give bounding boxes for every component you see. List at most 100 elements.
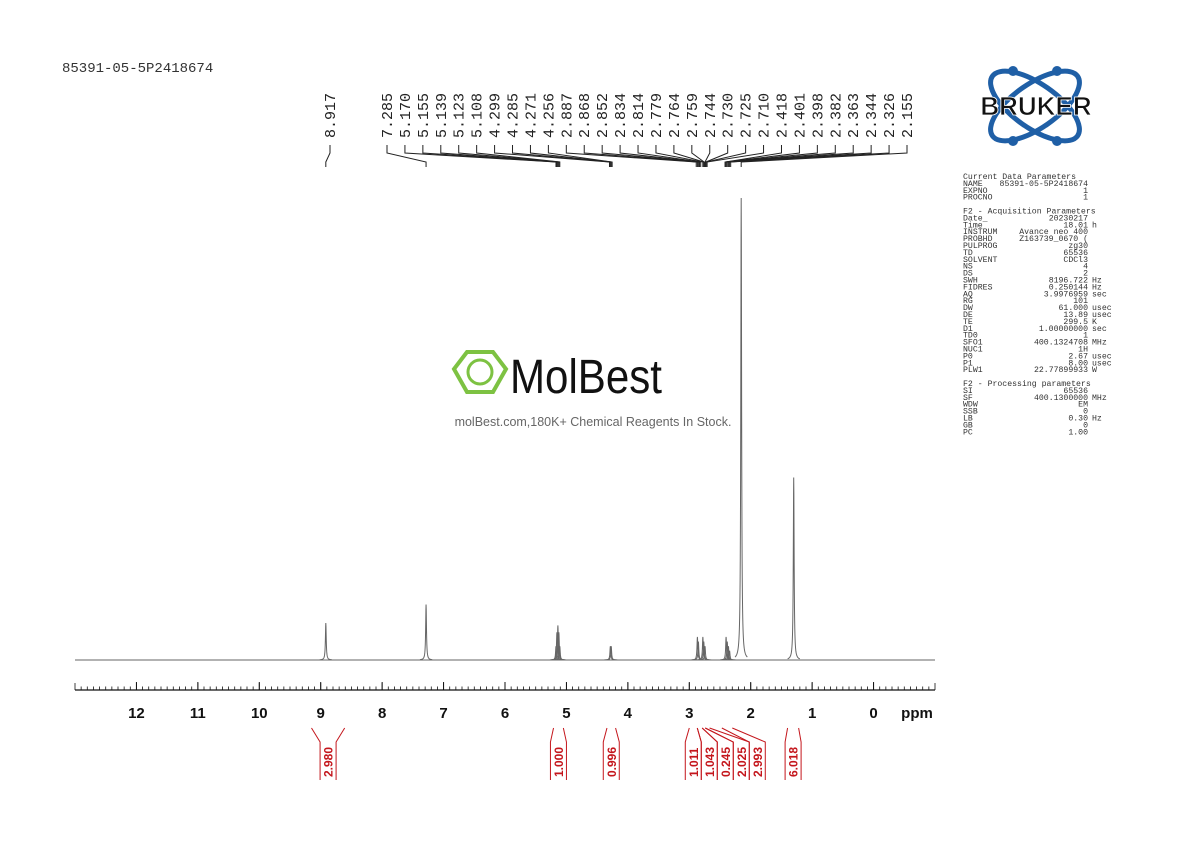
peak-connector bbox=[512, 145, 611, 167]
peak-connector bbox=[404, 145, 557, 167]
watermark-logo bbox=[451, 350, 509, 394]
peak-connector bbox=[386, 145, 427, 167]
param-unit: usec bbox=[1092, 359, 1112, 368]
integral-bracket bbox=[784, 727, 802, 780]
peak-label: 2.401 bbox=[792, 93, 809, 138]
peak-connector bbox=[529, 145, 612, 167]
integral-label: 1.011 bbox=[687, 747, 701, 777]
param-section-title: F2 - Processing parameters bbox=[963, 379, 1091, 389]
peak-label: 2.764 bbox=[667, 93, 684, 138]
peak-connector bbox=[422, 145, 558, 167]
param-key: LB bbox=[963, 415, 973, 424]
param-key: AQ bbox=[963, 290, 973, 299]
peak-label: 5.108 bbox=[470, 93, 487, 138]
param-unit: h bbox=[1092, 220, 1097, 230]
param-key: SSB bbox=[963, 408, 978, 417]
integral-label: 2.993 bbox=[751, 747, 765, 777]
signal-peak bbox=[734, 197, 748, 658]
watermark: MolBest molBest.com,180K+ Chemical Reage… bbox=[451, 350, 732, 429]
param-key: RG bbox=[963, 297, 973, 306]
param-value: 0.250144 bbox=[1049, 283, 1088, 292]
peak-label: 2.710 bbox=[757, 93, 774, 138]
x-tick-label: 1 bbox=[808, 705, 816, 722]
peak-label: 2.398 bbox=[810, 93, 827, 138]
param-value: 1.00 bbox=[1068, 428, 1088, 437]
signal-peak bbox=[787, 477, 801, 660]
param-key: NAME bbox=[963, 180, 983, 189]
peak-label: 2.382 bbox=[828, 93, 845, 138]
signal-peak bbox=[723, 650, 736, 661]
peak-connector bbox=[724, 145, 782, 167]
integral-bracket bbox=[311, 727, 346, 780]
peak-connector bbox=[440, 145, 559, 167]
param-value: 18.01 bbox=[1063, 221, 1088, 230]
param-value: 3.9976959 bbox=[1044, 290, 1088, 299]
peak-connector bbox=[476, 145, 561, 167]
param-value: 8196.722 bbox=[1049, 277, 1088, 286]
param-key: DS bbox=[963, 270, 973, 279]
sample-title: 85391-05-5P2418674 bbox=[62, 61, 213, 77]
param-value: 13.89 bbox=[1063, 311, 1088, 320]
peak-label: 5.139 bbox=[434, 93, 451, 138]
param-key: PULPROG bbox=[963, 242, 997, 251]
param-key: TD bbox=[963, 249, 973, 258]
param-value: zg30 bbox=[1068, 242, 1088, 251]
param-section-title: F2 - Acquisition Parameters bbox=[963, 207, 1096, 217]
integral-label: 1.043 bbox=[703, 747, 717, 777]
param-value: 1.00000000 bbox=[1039, 325, 1088, 334]
param-key: TD0 bbox=[963, 332, 978, 341]
peak-label: 4.271 bbox=[523, 93, 540, 138]
x-tick-label: 5 bbox=[562, 705, 570, 722]
param-value: 20230217 bbox=[1049, 214, 1088, 223]
peak-label: 2.868 bbox=[577, 93, 594, 138]
x-tick-label: 9 bbox=[317, 705, 325, 722]
x-tick-label: 0 bbox=[869, 705, 877, 722]
param-unit: sec bbox=[1092, 325, 1107, 334]
peak-label: 4.299 bbox=[488, 93, 505, 138]
param-value: 65536 bbox=[1063, 249, 1088, 258]
peak-label: 8.917 bbox=[323, 93, 340, 138]
param-value: 101 bbox=[1073, 297, 1088, 306]
param-key: D1 bbox=[963, 325, 973, 334]
param-key: PROCNO bbox=[963, 194, 993, 203]
peak-connector bbox=[727, 145, 854, 167]
peak-connector bbox=[705, 145, 747, 167]
signal-peak bbox=[698, 646, 712, 661]
peak-connector bbox=[494, 145, 610, 167]
param-key: INSTRUM bbox=[963, 228, 997, 237]
param-key: WDW bbox=[963, 401, 978, 410]
param-value: 1H bbox=[1078, 346, 1088, 355]
bruker-logo: BRUKER bbox=[980, 66, 1092, 146]
param-key: SFO1 bbox=[963, 339, 983, 348]
peak-label: 2.779 bbox=[649, 93, 666, 138]
peak-label: 2.326 bbox=[882, 93, 899, 138]
watermark-logo-ring bbox=[466, 358, 494, 386]
peak-connector bbox=[725, 145, 818, 167]
peak-connector bbox=[619, 145, 700, 167]
peak-connector bbox=[565, 145, 697, 167]
param-value: 4 bbox=[1083, 263, 1088, 272]
x-tick-label: 10 bbox=[251, 705, 268, 722]
peak-connector bbox=[637, 145, 702, 167]
x-tick-label: 4 bbox=[624, 705, 633, 722]
param-unit: Hz bbox=[1092, 277, 1102, 286]
peak-connector bbox=[583, 145, 698, 167]
param-key: SOLVENT bbox=[963, 256, 997, 265]
peak-connector bbox=[729, 145, 872, 167]
param-key: SWH bbox=[963, 277, 978, 286]
param-value: 61.000 bbox=[1059, 304, 1089, 313]
x-tick-label: 8 bbox=[378, 705, 386, 722]
param-key: DE bbox=[963, 311, 973, 320]
watermark-tagline: molBest.com,180K+ Chemical Reagents In S… bbox=[455, 415, 732, 429]
param-unit: W bbox=[1092, 366, 1097, 375]
param-value: 299.5 bbox=[1063, 318, 1088, 327]
integral-bracket bbox=[602, 727, 620, 780]
peak-label: 2.814 bbox=[631, 93, 648, 138]
peak-label: 2.887 bbox=[559, 93, 576, 138]
param-value: 0.30 bbox=[1068, 415, 1088, 424]
param-unit: usec bbox=[1092, 304, 1112, 313]
param-key: GB bbox=[963, 421, 973, 430]
